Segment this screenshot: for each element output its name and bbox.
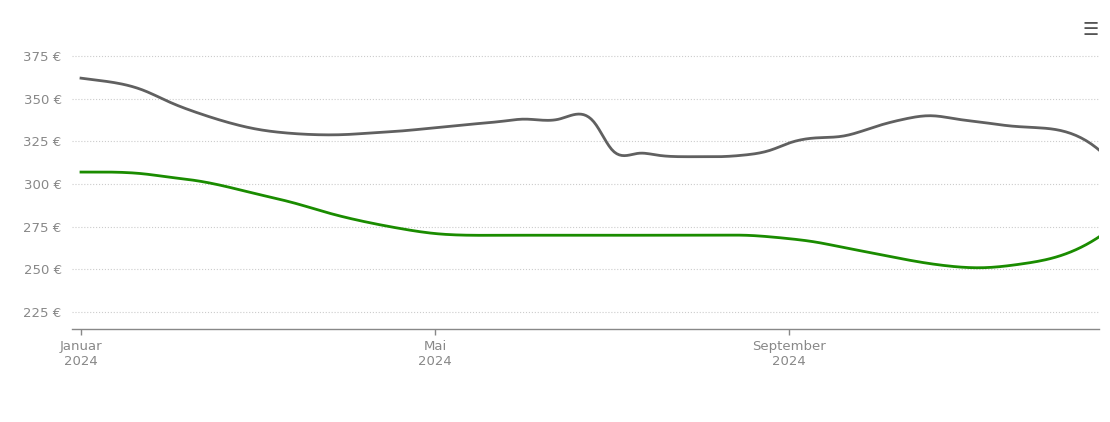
Legend: lose Ware, Sackware: lose Ware, Sackware — [463, 421, 708, 422]
Text: ☰: ☰ — [1082, 21, 1099, 39]
